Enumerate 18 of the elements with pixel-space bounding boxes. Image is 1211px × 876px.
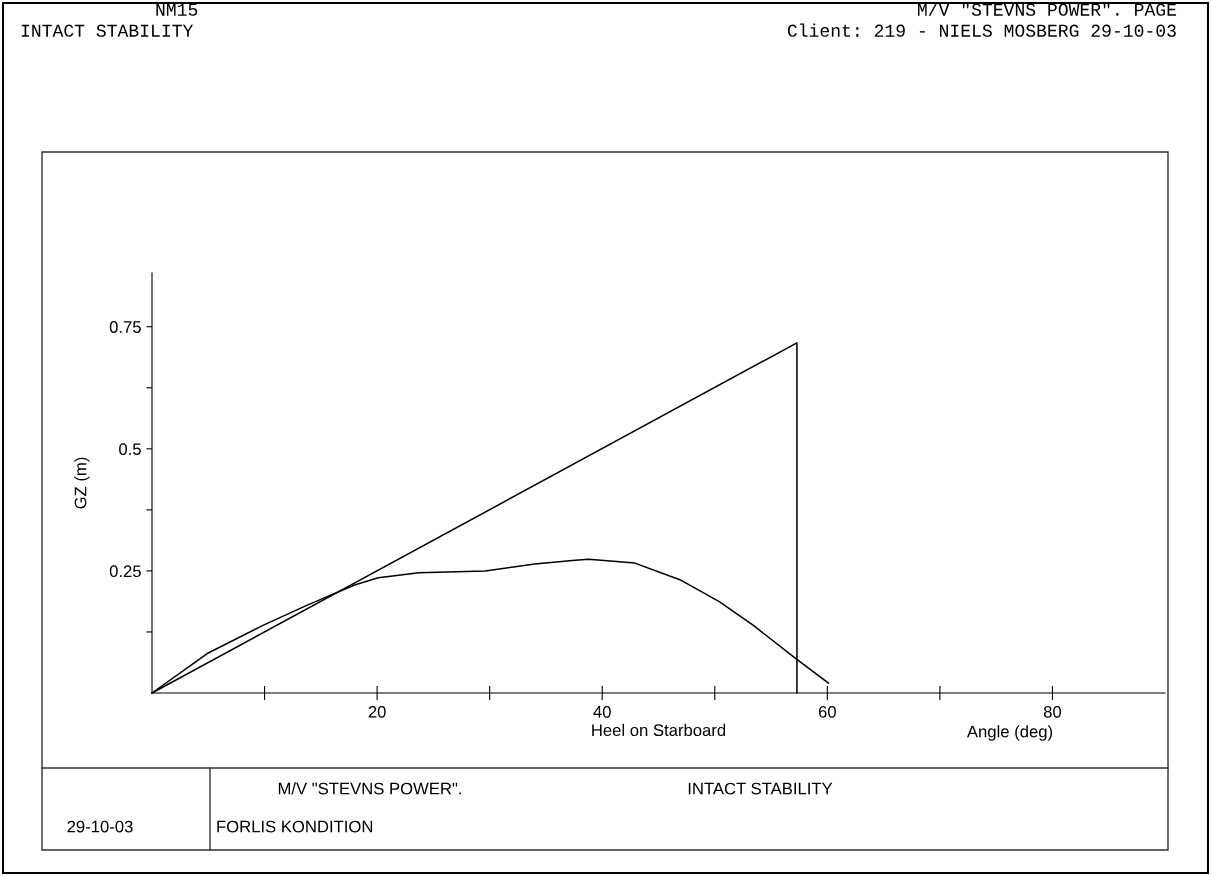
text: NM15 xyxy=(156,3,198,16)
text: Angle (deg) xyxy=(966,725,1053,741)
y-axis-title: GZ (m) xyxy=(74,457,90,509)
y-tick-label: 0.75 xyxy=(109,321,141,333)
x-tick-label: 20 xyxy=(368,705,386,718)
x-tick-label: 80 xyxy=(1043,705,1062,718)
y-tick-label: 0.5 xyxy=(119,443,141,456)
text: M/V "STEVNS POWER". PAGE xyxy=(918,2,1177,16)
text: M/V "STEVNS POWER". xyxy=(278,782,461,795)
text: 29-10-03 xyxy=(67,820,133,833)
text: INTACT STABILITY xyxy=(688,782,833,795)
chart-title: INTACT STABILITY xyxy=(21,24,194,37)
x-axis-title: Heel on Starboard xyxy=(592,723,726,737)
x-tick-label: 40 xyxy=(593,705,611,718)
x-tick-label: 60 xyxy=(818,705,836,718)
text: Client: 219 - NIELS MOSBERG 29-10-03 xyxy=(787,23,1176,37)
text: FORLIS KONDITION xyxy=(217,820,373,833)
y-tick-label: 0.25 xyxy=(109,565,141,578)
